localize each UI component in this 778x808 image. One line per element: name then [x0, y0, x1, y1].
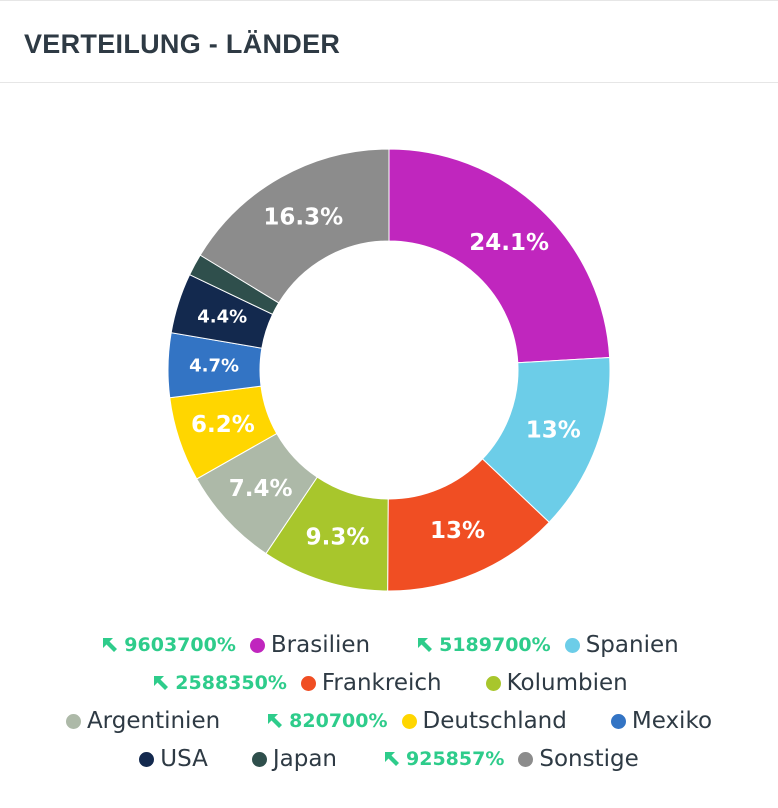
legend-item-deutschland[interactable]: 820700% Deutschland: [264, 708, 567, 734]
chart-title: VERTEILUNG - LÄNDER: [24, 29, 341, 59]
legend-row: 2588350% Frankreich Kolumbien: [0, 664, 778, 702]
legend-label: Argentinien: [86, 708, 221, 734]
legend-label: Deutschland: [422, 708, 567, 734]
legend-item-frankreich[interactable]: 2588350% Frankreich: [150, 670, 442, 696]
data-label-sonstige: 16.3%: [263, 204, 343, 230]
data-label-argentinien: 7.4%: [229, 476, 293, 502]
legend-item-brasilien[interactable]: 9603700% Brasilien: [99, 632, 370, 658]
legend-label: Japan: [272, 746, 337, 772]
data-label-frankreich: 13%: [430, 518, 485, 544]
legend-swatch: [249, 637, 265, 653]
trend-indicator: 5189700%: [414, 634, 551, 656]
legend-label: Brasilien: [270, 632, 371, 658]
legend-item-mexiko[interactable]: Mexiko: [610, 708, 713, 734]
legend-item-sonstige[interactable]: 925857% Sonstige: [381, 746, 639, 772]
pie-slice-brasilien[interactable]: [388, 148, 611, 364]
data-label-deutschland: 6.2%: [191, 412, 255, 438]
legend-swatch: [139, 751, 155, 767]
chart-legend: 9603700% Brasilien 5189700% Spanien 2588350%…: [0, 626, 778, 778]
legend-label: Mexiko: [631, 708, 713, 734]
trend-indicator: 925857%: [381, 748, 504, 770]
legend-swatch: [401, 713, 417, 729]
legend-row: USA Japan 925857% Sonstige: [0, 740, 778, 778]
legend-label: Sonstige: [539, 746, 639, 772]
legend-item-japan[interactable]: Japan: [251, 746, 337, 772]
data-label-brasilien: 24.1%: [469, 230, 549, 256]
data-label-spanien: 13%: [526, 417, 581, 443]
legend-swatch: [610, 713, 626, 729]
arrow-up-left-icon: [268, 714, 283, 728]
data-label-kolumbien: 9.3%: [306, 524, 370, 550]
pie-slice-sonstige[interactable]: [199, 148, 390, 304]
trend-value: 820700%: [289, 710, 388, 732]
trend-value: 9603700%: [124, 634, 236, 656]
legend-label: Spanien: [585, 632, 679, 658]
trend-value: 925857%: [406, 748, 505, 770]
legend-label: USA: [160, 746, 208, 772]
legend-item-spanien[interactable]: 5189700% Spanien: [414, 632, 679, 658]
legend-swatch: [300, 675, 316, 691]
donut-chart: 24.1% 13% 13% 9.3% 7.4% 6.2% 4.7% 4.4% 16.3%: [167, 148, 611, 592]
data-label-mexiko: 4.7%: [189, 356, 239, 377]
trend-indicator: 9603700%: [99, 634, 236, 656]
card-header: VERTEILUNG - LÄNDER: [0, 1, 778, 83]
arrow-up-left-icon: [154, 676, 169, 690]
legend-item-usa[interactable]: USA: [139, 746, 208, 772]
trend-value: 5189700%: [439, 634, 551, 656]
arrow-up-left-icon: [385, 752, 399, 766]
trend-indicator: 2588350%: [150, 672, 287, 694]
legend-label: Kolumbien: [506, 670, 628, 696]
legend-row: Argentinien 820700% Deutschland Mexiko: [0, 702, 778, 740]
legend-swatch: [251, 751, 267, 767]
legend-item-argentinien[interactable]: Argentinien: [65, 708, 221, 734]
trend-indicator: 820700%: [264, 710, 388, 732]
arrow-up-left-icon: [103, 638, 118, 652]
data-label-usa: 4.4%: [197, 306, 247, 327]
trend-value: 2588350%: [175, 672, 287, 694]
legend-row: 9603700% Brasilien 5189700% Spanien: [0, 626, 778, 664]
arrow-up-left-icon: [418, 638, 433, 652]
legend-swatch: [564, 637, 580, 653]
legend-swatch: [65, 713, 81, 729]
legend-swatch: [518, 751, 534, 767]
legend-swatch: [485, 675, 501, 691]
legend-label: Frankreich: [321, 670, 442, 696]
legend-item-kolumbien[interactable]: Kolumbien: [485, 670, 628, 696]
